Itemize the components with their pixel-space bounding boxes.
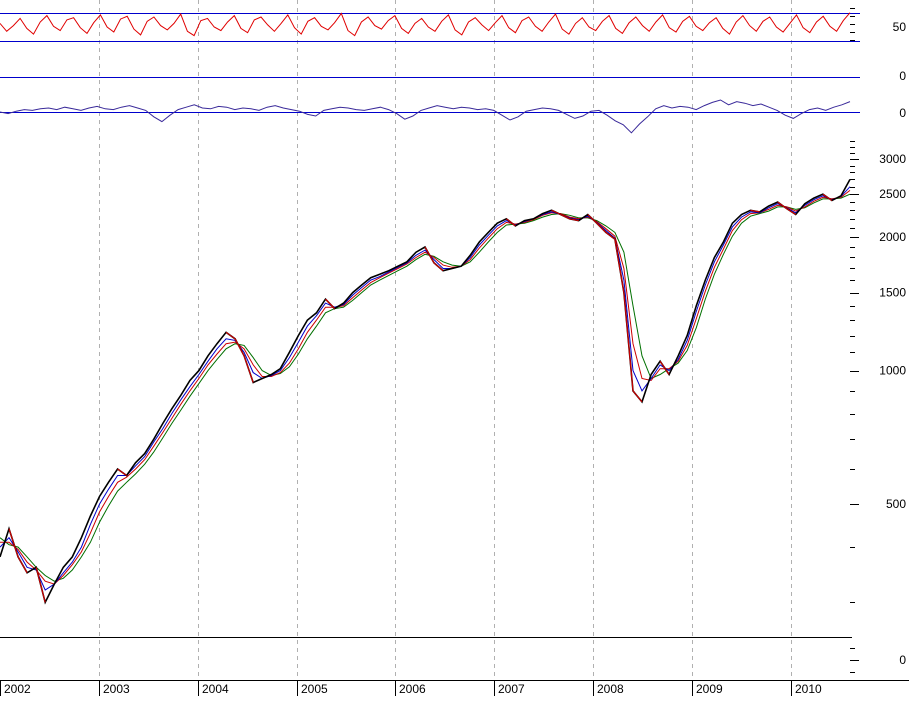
price-down-segment (614, 239, 625, 293)
x-tick-label: 2003 (103, 682, 130, 696)
price-tick-label: 3000 (879, 152, 906, 166)
ma-mid-line (0, 190, 851, 585)
x-tick-label: 2007 (498, 682, 525, 696)
rsi-line (0, 12, 851, 37)
price-down-segment (35, 567, 46, 603)
rsi-panel: 50 (0, 12, 907, 42)
panel-separators (0, 77, 909, 681)
price-down-segment (433, 262, 444, 272)
momentum-panel: 00 (0, 69, 906, 134)
x-axis: 2002 2003 2004 2005 2006 2007 2008 2009 2010 (0, 680, 822, 696)
price-down-segment (596, 222, 607, 233)
x-tick-label: 2008 (597, 682, 624, 696)
price-panel (0, 179, 851, 605)
price-down-segment (325, 298, 336, 310)
price-down-segment (587, 214, 598, 224)
price-tick-label: 500 (886, 497, 906, 511)
price-down-segment (117, 468, 127, 476)
price-down-segment (750, 209, 760, 213)
price-down-segment (225, 331, 236, 340)
price-down-segment (786, 208, 797, 216)
price-tick-label: 1500 (879, 286, 906, 300)
momentum-tick-label: 0 (899, 69, 906, 83)
momentum-line (0, 99, 851, 134)
price-down-segment (659, 360, 670, 375)
ma-long-line (0, 193, 851, 582)
price-down-segment (632, 390, 643, 403)
price-down-segment (569, 218, 579, 222)
price-down-segment (777, 201, 788, 210)
price-tick-label: 1000 (879, 364, 906, 378)
price-line (0, 179, 851, 605)
x-tick-label: 2010 (795, 682, 822, 696)
price-tick-label: 2500 (879, 187, 906, 201)
price-down-segment (243, 355, 254, 383)
price-tick-label: 2000 (879, 230, 906, 244)
price-down-segment (623, 292, 634, 391)
price-down-segment (17, 556, 28, 574)
ma-short-line (0, 186, 851, 591)
x-tick-label: 2006 (399, 682, 426, 696)
price-down-segment (234, 338, 245, 357)
x-tick-label: 2005 (301, 682, 328, 696)
price-down-segment (8, 528, 19, 558)
rsi-tick-label: 50 (893, 20, 907, 34)
momentum-tick-label: 0 (899, 106, 906, 120)
x-tick-label: 2004 (202, 682, 229, 696)
price-down-segment (605, 231, 616, 240)
price-down-segment (560, 213, 570, 220)
volume-tick-label: 0 (899, 653, 906, 667)
price-down-segment (551, 209, 561, 216)
price-down-segment (424, 246, 435, 264)
x-tick-label: 2002 (4, 682, 31, 696)
x-tick-label: 2009 (696, 682, 723, 696)
price-down-segment (506, 218, 516, 227)
price-down-segment (822, 193, 833, 201)
